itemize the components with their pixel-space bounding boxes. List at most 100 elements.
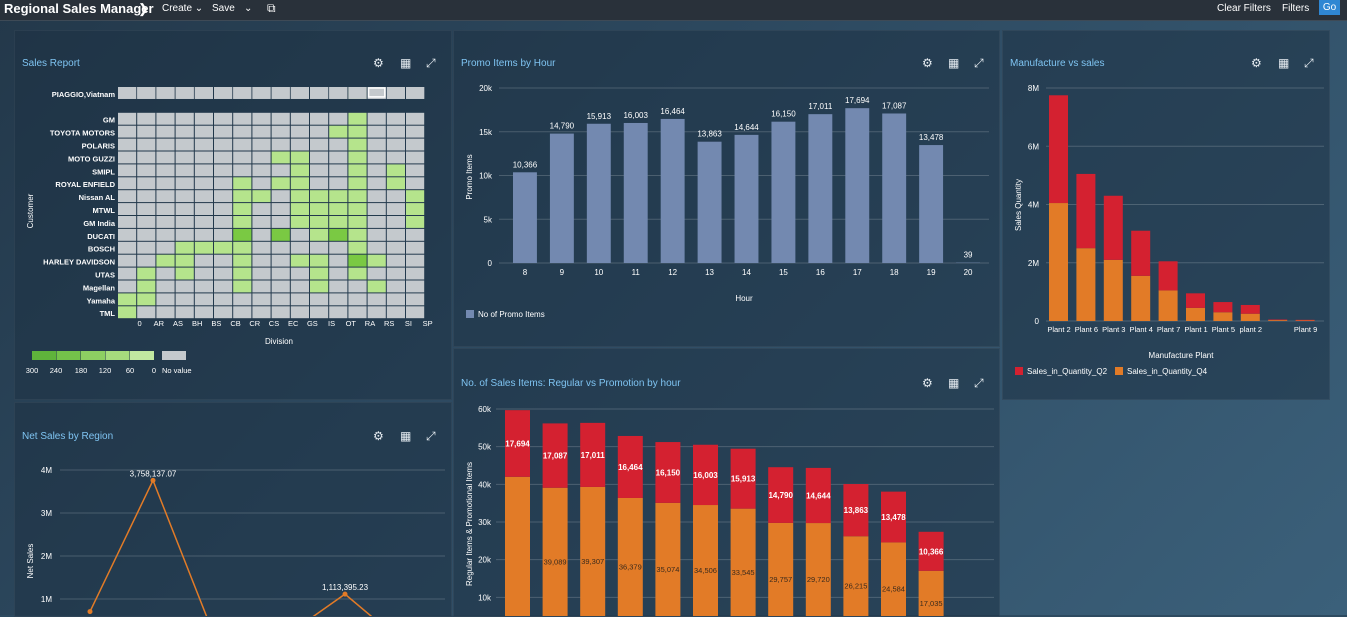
bar-value-label: 16,003 xyxy=(623,111,648,120)
table-icon[interactable]: ▦ xyxy=(1278,56,1289,70)
heatmap-cell xyxy=(368,268,386,280)
q2-bar xyxy=(1296,320,1315,321)
heatmap-cell xyxy=(368,113,386,125)
bar-value-label: 10,366 xyxy=(513,160,538,169)
heatmap-cell xyxy=(233,242,251,254)
bar-value-label: 13,478 xyxy=(919,133,944,142)
x-tick-label: Plant 2 xyxy=(1047,325,1070,334)
y-tick-label: 1M xyxy=(41,595,52,604)
table-icon[interactable]: ▦ xyxy=(400,429,411,443)
regular-value-label: 26,215 xyxy=(844,582,867,591)
heatmap-cell xyxy=(118,306,136,318)
table-icon[interactable]: ▦ xyxy=(948,376,959,390)
heatmap-cell xyxy=(176,164,194,176)
y-axis-title: Promo Items xyxy=(465,154,474,199)
fullscreen-icon[interactable]: ⤢ xyxy=(974,56,984,71)
heatmap-cell xyxy=(348,255,366,267)
legend-swatch xyxy=(32,351,56,360)
heatmap-cell xyxy=(214,281,232,293)
table-icon[interactable]: ▦ xyxy=(948,56,959,70)
heatmap-cell xyxy=(176,177,194,189)
heatmap-cell xyxy=(233,152,251,164)
heatmap-cell xyxy=(195,281,213,293)
gear-icon[interactable]: ⚙ xyxy=(1251,56,1262,70)
heatmap-cell xyxy=(310,229,328,241)
heatmap-cell xyxy=(406,126,424,138)
gear-icon[interactable]: ⚙ xyxy=(922,56,933,70)
heatmap-cell xyxy=(291,255,309,267)
heatmap-cell xyxy=(310,293,328,305)
heatmap-cell xyxy=(118,281,136,293)
x-tick-label: 12 xyxy=(668,268,677,277)
heatmap-cell xyxy=(406,306,424,318)
share-icon[interactable]: ⧉ xyxy=(267,1,276,16)
legend-swatch xyxy=(1015,367,1023,375)
x-tick-label: 20 xyxy=(964,268,973,277)
division-tick-label: OT xyxy=(346,319,357,328)
x-tick-label: Plant 7 xyxy=(1157,325,1180,334)
clear-filters-button[interactable]: Clear Filters xyxy=(1217,3,1271,14)
go-button[interactable]: Go xyxy=(1319,0,1340,15)
promo-value-label: 16,464 xyxy=(618,463,643,472)
heatmap-cell xyxy=(272,306,290,318)
heatmap-cell xyxy=(272,126,290,138)
q4-bar xyxy=(1049,203,1068,321)
heatmap-cell xyxy=(272,281,290,293)
heatmap-cell xyxy=(329,113,347,125)
promo-items-chart: 05k10k15k20k10,366814,790915,9131016,003… xyxy=(454,81,999,343)
heatmap-cell xyxy=(272,113,290,125)
heatmap-cell xyxy=(252,164,270,176)
heatmap-cell xyxy=(368,164,386,176)
heatmap-cell xyxy=(195,190,213,202)
heatmap-cell xyxy=(118,293,136,305)
heatmap-cell xyxy=(406,281,424,293)
heatmap-cell xyxy=(137,87,155,99)
heatmap-cell xyxy=(406,255,424,267)
heatmap-cell xyxy=(406,216,424,228)
create-menu-button[interactable]: Create ⌄ xyxy=(162,3,203,14)
y-tick-label: 10k xyxy=(478,593,492,602)
x-tick-label: 11 xyxy=(632,268,641,277)
regular-promo-chart: 10k20k30k40k50k60k17,69417,08739,08917,0… xyxy=(454,399,999,616)
save-button[interactable]: Save xyxy=(212,3,235,14)
legend-label: 0 xyxy=(152,366,156,375)
heatmap-cell xyxy=(214,229,232,241)
y-tick-label: 10k xyxy=(479,172,493,181)
fullscreen-icon[interactable]: ⤢ xyxy=(1304,56,1314,71)
heatmap-cell xyxy=(156,306,174,318)
heatmap-cell xyxy=(195,216,213,228)
heatmap-cell xyxy=(387,255,405,267)
gear-icon[interactable]: ⚙ xyxy=(373,56,384,70)
heatmap-cell xyxy=(291,242,309,254)
heatmap-cell xyxy=(329,281,347,293)
y-tick-label: 20k xyxy=(479,84,493,93)
chevron-right-icon[interactable]: ❯ xyxy=(138,1,149,17)
promo-value-label: 16,150 xyxy=(656,468,681,477)
heatmap-cell xyxy=(272,255,290,267)
y-tick-label: 5k xyxy=(484,215,493,224)
legend-label: No value xyxy=(162,366,192,375)
heatmap-cell xyxy=(176,190,194,202)
heatmap-cell xyxy=(214,306,232,318)
heatmap-cell xyxy=(310,203,328,215)
regular-bar xyxy=(655,503,680,616)
fullscreen-icon[interactable]: ⤢ xyxy=(974,376,984,391)
bar-value-label: 14,790 xyxy=(550,122,575,131)
q2-bar xyxy=(1159,261,1178,290)
q2-bar xyxy=(1186,293,1205,308)
heatmap-cell xyxy=(348,113,366,125)
y-tick-label: 2M xyxy=(41,552,52,561)
table-icon[interactable]: ▦ xyxy=(400,56,411,70)
heatmap-cell xyxy=(137,113,155,125)
gear-icon[interactable]: ⚙ xyxy=(922,376,933,390)
fullscreen-icon[interactable]: ⤢ xyxy=(426,429,436,444)
heatmap-cell xyxy=(387,203,405,215)
heatmap-cell xyxy=(118,203,136,215)
fullscreen-icon[interactable]: ⤢ xyxy=(426,56,436,71)
heatmap-cell xyxy=(252,87,270,99)
gear-icon[interactable]: ⚙ xyxy=(373,429,384,443)
filters-button[interactable]: Filters xyxy=(1282,3,1309,14)
legend-label: 60 xyxy=(126,366,134,375)
save-options-chevron-down-icon[interactable]: ⌄ xyxy=(244,3,252,14)
